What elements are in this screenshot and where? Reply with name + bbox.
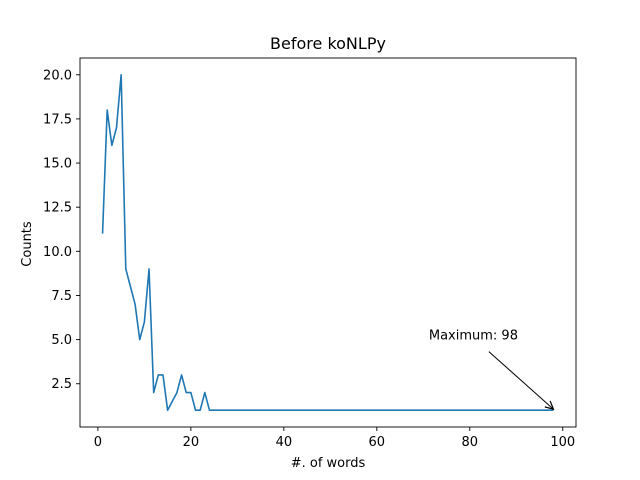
y-tick-label: 12.5: [43, 201, 72, 216]
x-tick-label: 60: [369, 435, 386, 450]
x-tick-label: 0: [94, 435, 102, 450]
y-tick-label: 20.0: [43, 68, 72, 83]
y-tick-label: 15.0: [43, 157, 72, 172]
y-tick-label: 5.0: [51, 333, 72, 348]
plot-area: 0 20 40 60 80 100 2.5 5.0 7.5 10.0 12.5 15.0 17.5 20.…: [43, 57, 577, 450]
y-tick-label: 10.0: [43, 245, 72, 260]
annotation-arrow: [488, 351, 554, 410]
y-axis-label: Counts: [20, 221, 35, 267]
chart-title: Before koNLPy: [270, 34, 386, 53]
series-line-0: [101, 73, 554, 412]
y-tick-label: 7.5: [51, 289, 72, 304]
x-tick-label: 40: [276, 435, 293, 450]
y-tick-label: 2.5: [51, 377, 72, 392]
y-tick-label: 17.5: [43, 112, 72, 127]
x-axis-label: #. of words: [291, 456, 366, 471]
annotation-text: Maximum: 98: [429, 329, 518, 344]
plot-frame: [79, 57, 577, 428]
x-tick-label: 100: [550, 435, 575, 450]
x-tick-label: 20: [183, 435, 200, 450]
x-tick-label: 80: [462, 435, 479, 450]
